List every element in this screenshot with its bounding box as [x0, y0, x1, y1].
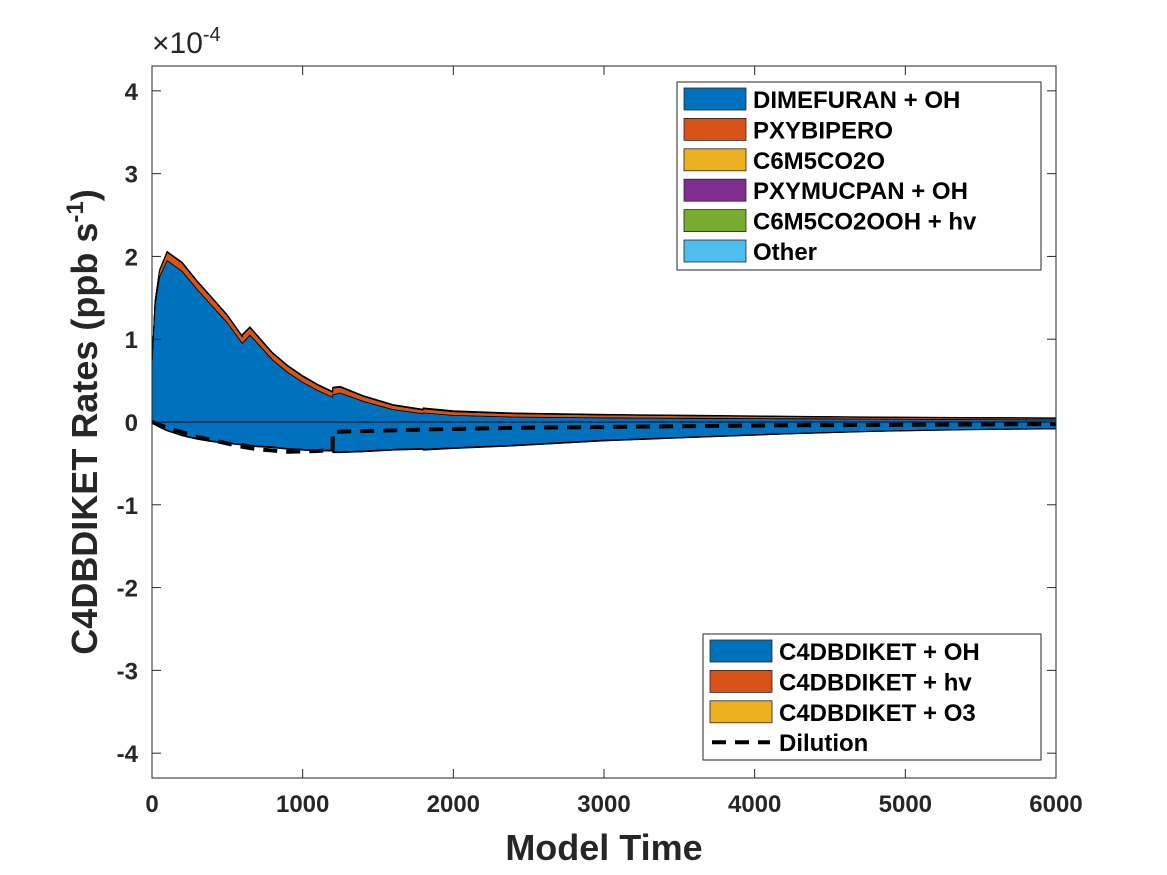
legend-swatch-c4dbdiket-hv: [709, 670, 773, 693]
dilution-line-group: [151, 420, 1057, 454]
exponent-label: ×10-4: [152, 24, 221, 60]
legend-label-c4dbdiket-oh: C4DBDIKET + OH: [779, 639, 980, 666]
legend-swatch-dimefuran-oh: [683, 87, 747, 111]
x-tick-label: 6000: [1029, 791, 1082, 818]
dilution-line: [151, 420, 1057, 454]
y-tick-label: -2: [117, 576, 138, 603]
y-tick-label: 4: [125, 79, 139, 106]
y-axis-label-sup: -1: [62, 201, 89, 222]
y-tick-label: 1: [125, 327, 138, 354]
y-tick-label: 2: [125, 244, 138, 271]
chart-areas: [150, 250, 1057, 454]
y-axis-label-main: C4DBDIKET Rates (ppb s: [64, 223, 105, 655]
legend-swatch-c6m5co2o: [683, 148, 747, 172]
y-tick-label: -4: [117, 741, 139, 768]
tick-group: 0 1000 2000 3000 4000 5000 6000 -4 -3 -2 -1 0 1 2 3 4: [117, 66, 1083, 818]
legend-label-pxybipero: PXYBIPERO: [753, 117, 893, 144]
legend-label-c6m5co2o: C6M5CO2O: [753, 148, 885, 175]
x-tick-label: 4000: [728, 791, 781, 818]
x-tick-label: 5000: [879, 791, 932, 818]
x-tick-label: 3000: [577, 791, 630, 818]
x-axis-label: Model Time: [505, 827, 702, 868]
legend-production: DIMEFURAN + OH PXYBIPERO C6M5CO2O PXYMUCPAN…: [676, 81, 1042, 271]
y-tick-label: -1: [117, 493, 138, 520]
area-production-dimefuran-oh: [151, 259, 1057, 423]
legend-swatch-pxybipero: [683, 118, 747, 141]
legend-label-c4dbdiket-hv: C4DBDIKET + hv: [779, 669, 972, 696]
legend-label-c4dbdiket-o3: C4DBDIKET + O3: [779, 700, 976, 727]
legend-swatch-other: [683, 239, 747, 263]
legend-label-pxymucpan-oh: PXYMUCPAN + OH: [753, 178, 968, 205]
exponent-base: ×10: [152, 27, 203, 60]
legend-production-box: [676, 81, 1042, 271]
legend-swatch-c4dbdiket-o3: [709, 700, 773, 724]
legend-label-c6m5co2ooh-hv: C6M5CO2OOH + hv: [753, 209, 977, 236]
x-tick-label: 1000: [276, 791, 329, 818]
y-tick-label: 3: [125, 162, 138, 189]
y-axis-label: C4DBDIKET Rates (ppb s-1): [62, 189, 105, 654]
legend-label-dilution: Dilution: [779, 730, 868, 757]
y-tick-label: 0: [125, 410, 138, 437]
legend-label-dimefuran-oh: DIMEFURAN + OH: [753, 87, 960, 114]
legend-label-other: Other: [753, 239, 817, 266]
y-tick-label: -3: [117, 658, 138, 685]
x-tick-label: 0: [145, 791, 158, 818]
y-axis-label-close: ): [64, 189, 105, 201]
legend-swatch-pxymucpan-oh: [683, 178, 747, 202]
legend-swatch-c6m5co2ooh-hv: [683, 209, 747, 233]
exponent-power: -4: [203, 24, 221, 46]
legend-loss: C4DBDIKET + OH C4DBDIKET + hv C4DBDIKET + …: [702, 633, 1042, 761]
svg-text:×10-4: ×10-4: [152, 24, 221, 60]
x-tick-label: 2000: [427, 791, 480, 818]
legend-swatch-c4dbdiket-oh: [709, 639, 773, 663]
